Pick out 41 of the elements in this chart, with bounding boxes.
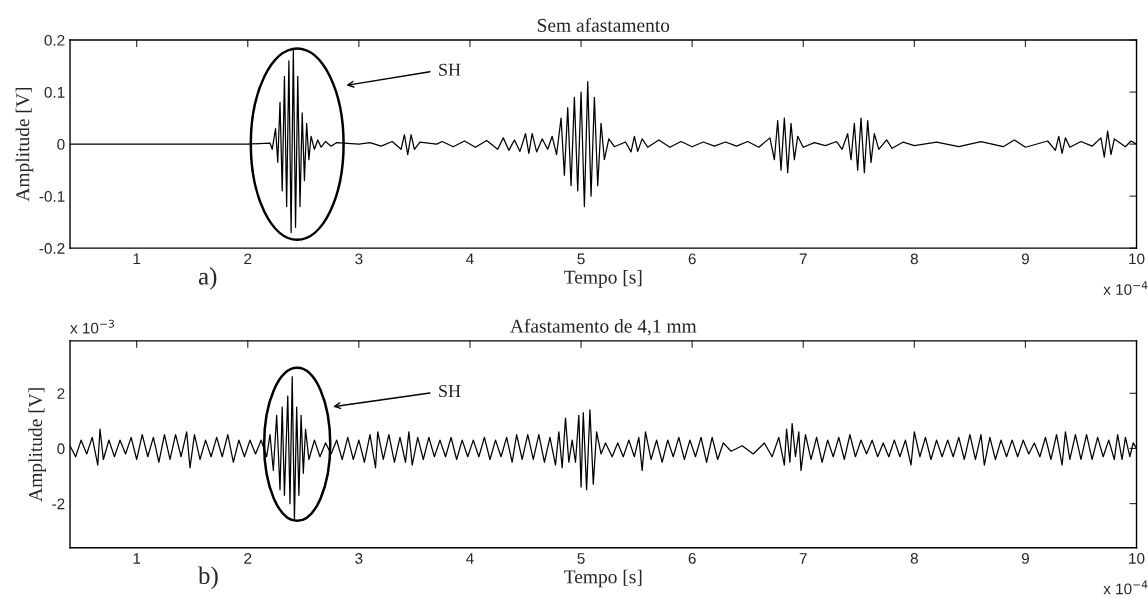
x-tick-label: 2 bbox=[244, 553, 252, 564]
x-tick-label: 5 bbox=[577, 253, 585, 265]
x-axis-title: Tempo [s] bbox=[564, 270, 642, 288]
x-tick-label: 2 bbox=[244, 253, 252, 265]
y-axis-title: Amplitude [V] bbox=[28, 388, 47, 502]
y-tick-label: 0.2 bbox=[44, 34, 65, 46]
x-tick-label: 3 bbox=[355, 553, 363, 564]
annotation: SH bbox=[439, 384, 461, 398]
x-tick-label: 7 bbox=[799, 553, 807, 564]
x-tick-label: 10 bbox=[1129, 553, 1145, 564]
y-tick-label: -0.1 bbox=[39, 191, 65, 202]
x-tick-label: 1 bbox=[133, 553, 141, 564]
x-tick-label: 6 bbox=[688, 253, 696, 265]
x-tick-label: 6 bbox=[688, 553, 696, 564]
text: b) bbox=[198, 566, 218, 590]
y-tick-label: -0.2 bbox=[39, 243, 65, 254]
x-tick-label: 3 bbox=[355, 253, 363, 265]
x-tick-label: 4 bbox=[466, 253, 474, 265]
y-tick-label: 0 bbox=[57, 138, 65, 150]
x-tick-label: 7 bbox=[799, 253, 807, 265]
x-tick-label: 9 bbox=[1021, 553, 1029, 564]
annotation: SH bbox=[439, 63, 461, 76]
x-tick-label: 10 bbox=[1129, 253, 1145, 265]
x-tick-label: 8 bbox=[910, 553, 918, 564]
text: x 10$^{−4}$ bbox=[1103, 580, 1148, 595]
x-tick-label: 5 bbox=[577, 553, 585, 564]
y-axis-title: Amplitude [V] bbox=[15, 88, 34, 202]
x-tick-label: 4 bbox=[466, 553, 474, 564]
x-tick-label: 9 bbox=[1021, 253, 1029, 265]
y-tick-label: 0.1 bbox=[44, 86, 65, 98]
x-axis-title: Tempo [s] bbox=[564, 569, 642, 588]
y-tick-label: 0 bbox=[57, 443, 65, 455]
x-tick-label: 1 bbox=[133, 253, 141, 265]
text: x 10$^{−4}$ bbox=[1103, 281, 1148, 295]
x-tick-label: 8 bbox=[910, 253, 918, 265]
y-tick-label: 2 bbox=[57, 388, 65, 399]
text: x 10$^{−3}$ bbox=[70, 319, 114, 334]
y-tick-label: -2 bbox=[52, 498, 65, 510]
chart-title: Afastamento de 4,1 mm bbox=[510, 318, 697, 336]
chart-title: Sem afastamento bbox=[537, 18, 670, 32]
text: a) bbox=[198, 267, 217, 290]
